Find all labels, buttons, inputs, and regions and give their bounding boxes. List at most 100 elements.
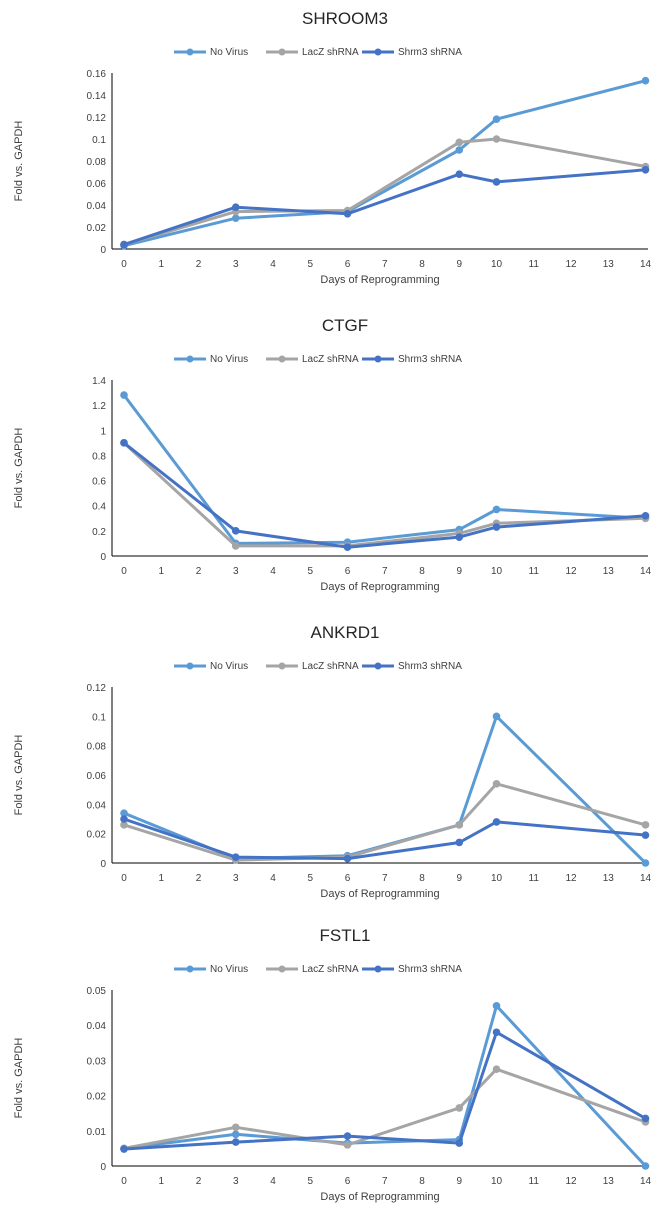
y-tick-label: 0.03: [87, 1056, 107, 1067]
legend-marker: [374, 662, 382, 670]
data-point: [120, 240, 128, 249]
x-tick-label: 12: [565, 873, 577, 884]
series-line: [123, 168, 646, 247]
x-tick-label: 4: [270, 259, 276, 270]
y-axis-title: Fold vs. GAPDH: [13, 121, 25, 202]
data-point: [492, 780, 501, 788]
series-lacz-shrna: [120, 780, 650, 864]
data-point: [641, 1114, 650, 1123]
x-tick-label: 10: [491, 1176, 503, 1187]
data-point: [120, 809, 128, 817]
y-tick-label: 0.01: [87, 1127, 107, 1138]
y-tick-label: 0.1: [92, 135, 106, 146]
legend-marker: [186, 965, 194, 973]
data-point: [492, 1028, 501, 1037]
legend-marker: [374, 965, 382, 973]
series-line: [123, 1067, 647, 1150]
data-point: [343, 1141, 352, 1149]
data-point: [641, 76, 650, 85]
x-tick-label: 12: [565, 259, 577, 270]
x-axis-title: Days of Reprogramming: [320, 274, 439, 286]
x-tick-label: 0: [121, 1176, 127, 1187]
data-point: [343, 210, 352, 218]
x-tick-label: 11: [529, 566, 540, 577]
series-line: [123, 782, 646, 862]
y-tick-label: 0.02: [87, 223, 107, 234]
data-point: [231, 527, 240, 535]
x-tick-label: 1: [158, 566, 164, 577]
series-line: [123, 1030, 647, 1151]
legend-label: No Virus: [210, 47, 248, 58]
x-tick-label: 13: [603, 1176, 615, 1187]
x-tick-label: 4: [270, 873, 276, 884]
y-tick-label: 0.04: [87, 1021, 107, 1032]
series-line: [123, 714, 647, 865]
data-point: [641, 859, 650, 867]
y-tick-label: 0.05: [87, 986, 107, 997]
legend-label: Shrm3 shRNA: [398, 964, 462, 975]
y-tick-label: 0.6: [92, 477, 106, 488]
x-tick-label: 2: [196, 1176, 202, 1187]
data-point: [492, 178, 501, 186]
data-point: [492, 523, 501, 531]
y-tick-label: 0.2: [92, 527, 106, 538]
x-tick-label: 6: [345, 259, 351, 270]
x-tick-label: 10: [491, 259, 503, 270]
y-tick-label: 1.2: [92, 401, 106, 412]
x-tick-label: 0: [121, 259, 127, 270]
legend-label: No Virus: [210, 661, 248, 672]
x-tick-label: 3: [233, 259, 239, 270]
y-tick-label: 0.12: [87, 683, 107, 694]
data-point: [231, 203, 240, 211]
x-tick-label: 13: [603, 566, 615, 577]
x-tick-label: 7: [382, 259, 388, 270]
x-tick-label: 5: [307, 259, 313, 270]
y-tick-label: 0: [100, 245, 106, 256]
legend-marker: [374, 355, 382, 363]
legend-marker: [278, 355, 286, 363]
legend-marker: [278, 965, 286, 973]
y-tick-label: 0.8: [92, 451, 106, 462]
legend-label: LacZ shRNA: [302, 47, 359, 58]
series-shrm3-shrna: [120, 166, 650, 249]
x-axis-title: Days of Reprogramming: [320, 888, 439, 900]
legend-label: LacZ shRNA: [302, 661, 359, 672]
x-tick-label: 7: [382, 1176, 388, 1187]
series-shrm3-shrna: [120, 815, 650, 863]
data-point: [455, 821, 464, 829]
data-point: [455, 533, 464, 541]
data-point: [455, 838, 464, 847]
series-line: [123, 1004, 647, 1168]
x-tick-label: 8: [419, 259, 425, 270]
x-tick-label: 0: [121, 873, 127, 884]
data-point: [231, 853, 240, 861]
y-tick-label: 0.04: [87, 800, 107, 811]
data-point: [492, 712, 501, 721]
y-tick-label: 0.04: [87, 201, 107, 212]
y-tick-label: 0.02: [87, 1092, 107, 1103]
data-point: [231, 542, 240, 550]
legend-marker: [186, 355, 194, 363]
y-axis-title: Fold vs. GAPDH: [13, 428, 25, 509]
series-shrm3-shrna: [120, 439, 650, 551]
chart-fstl1: FSTL1 No Virus LacZ shRNA Shrm3 shRNA 0 0.01 0…: [13, 926, 651, 1203]
y-tick-label: 0.08: [87, 157, 107, 168]
x-tick-label: 14: [640, 259, 652, 270]
x-tick-label: 11: [529, 1176, 540, 1187]
x-tick-label: 12: [565, 566, 577, 577]
chart-title: ANKRD1: [311, 623, 380, 642]
legend-marker: [278, 662, 286, 670]
data-point: [492, 135, 501, 143]
data-point: [120, 821, 128, 829]
y-tick-label: 1: [100, 426, 106, 437]
x-tick-label: 14: [640, 1176, 652, 1187]
y-axis-title: Fold vs. GAPDH: [13, 735, 25, 816]
x-tick-label: 10: [491, 566, 503, 577]
data-point: [343, 543, 352, 551]
chart-title: SHROOM3: [302, 9, 388, 28]
y-tick-label: 0: [100, 1162, 106, 1173]
x-tick-label: 14: [640, 873, 652, 884]
data-point: [455, 1104, 464, 1112]
